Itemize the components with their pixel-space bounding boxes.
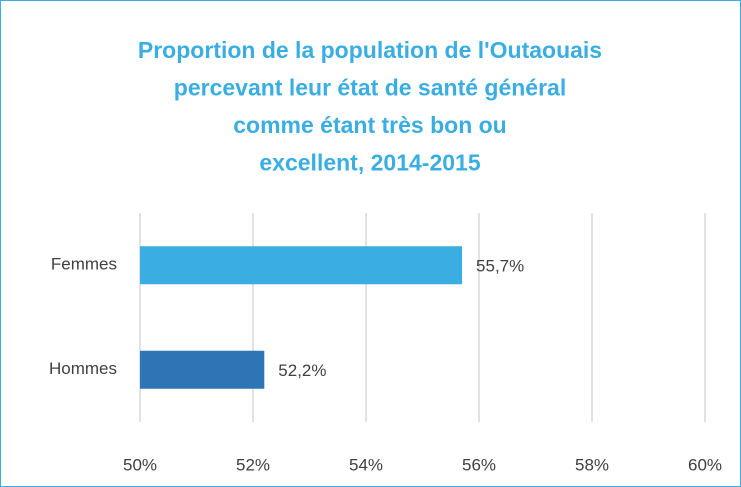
bar bbox=[140, 350, 265, 389]
chart-title: comme étant très bon ou bbox=[233, 112, 506, 138]
x-tick-label: 54% bbox=[349, 455, 383, 474]
chart-title: excellent, 2014-2015 bbox=[259, 150, 480, 176]
y-tick-label: Femmes bbox=[51, 255, 117, 274]
bar bbox=[140, 246, 463, 285]
y-tick-label: Hommes bbox=[49, 359, 117, 378]
x-tick-label: 56% bbox=[462, 455, 496, 474]
chart-title: percevant leur état de santé général bbox=[174, 75, 566, 101]
chart-title: Proportion de la population de l'Outaoua… bbox=[138, 37, 602, 63]
x-tick-label: 58% bbox=[575, 455, 609, 474]
x-tick-label: 60% bbox=[688, 455, 722, 474]
x-tick-label: 50% bbox=[123, 455, 157, 474]
value-label: 55,7% bbox=[476, 257, 524, 276]
x-tick-label: 52% bbox=[236, 455, 270, 474]
value-label: 52,2% bbox=[278, 361, 326, 380]
